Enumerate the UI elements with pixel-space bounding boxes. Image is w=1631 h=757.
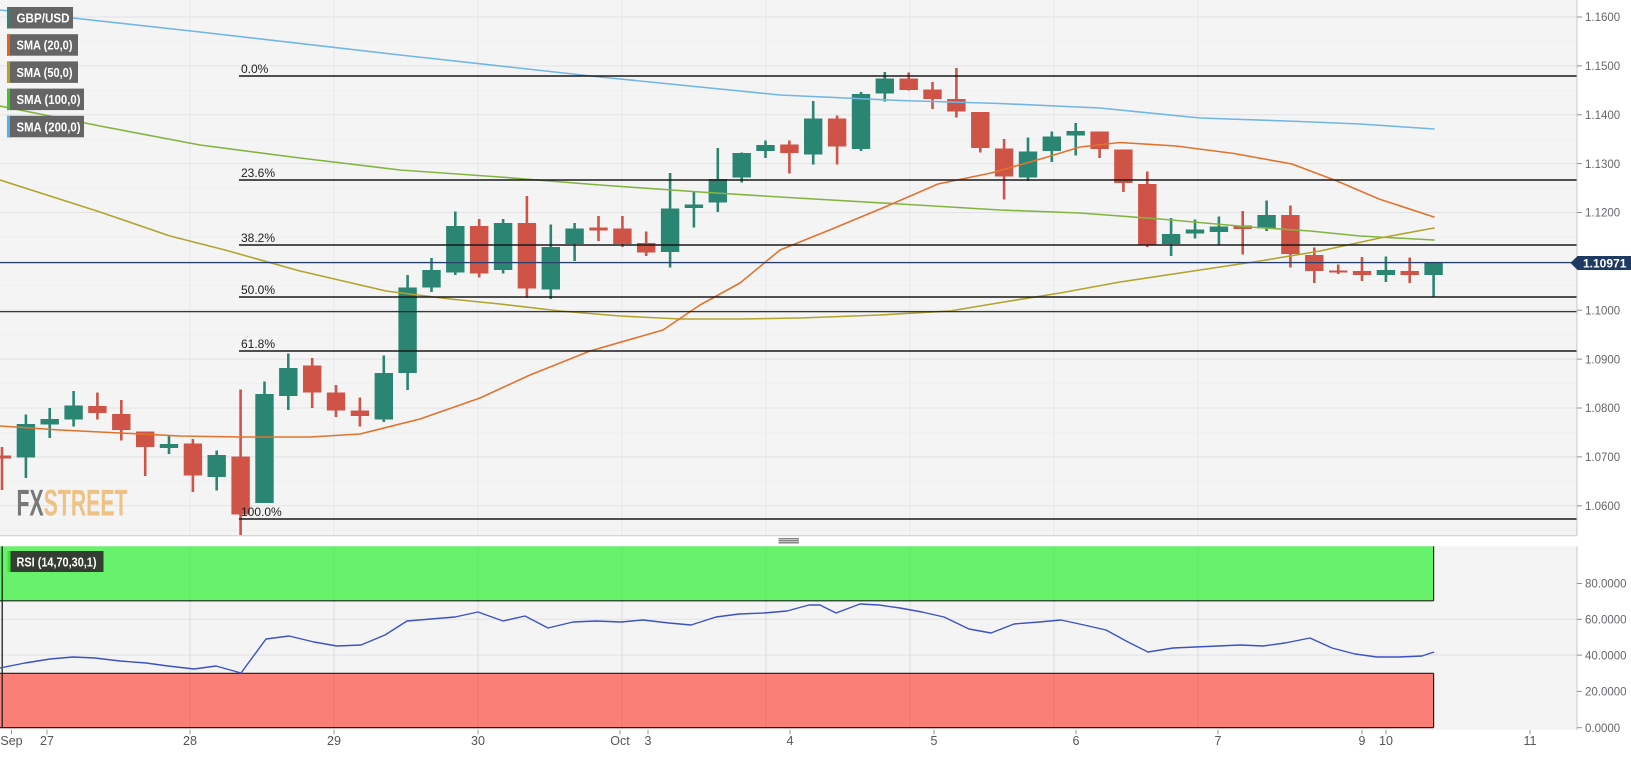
svg-text:5: 5 (931, 734, 938, 748)
svg-text:1.1300: 1.1300 (1585, 159, 1620, 171)
svg-text:28: 28 (183, 734, 197, 748)
svg-text:6: 6 (1073, 734, 1080, 748)
svg-text:30: 30 (471, 734, 485, 748)
svg-text:1.1600: 1.1600 (1585, 12, 1620, 24)
svg-text:50.0%: 50.0% (241, 283, 275, 297)
svg-text:0.0%: 0.0% (241, 62, 269, 76)
svg-text:1.0800: 1.0800 (1585, 403, 1620, 415)
svg-text:3: 3 (645, 734, 652, 748)
svg-text:29: 29 (327, 734, 341, 748)
svg-text:SMA (20,0): SMA (20,0) (17, 38, 73, 53)
svg-text:Oct: Oct (610, 734, 630, 748)
svg-text:SMA (100,0): SMA (100,0) (17, 92, 81, 107)
svg-text:1.0600: 1.0600 (1585, 501, 1620, 513)
svg-text:4: 4 (787, 734, 794, 748)
svg-text:38.2%: 38.2% (241, 231, 275, 245)
svg-text:80.0000: 80.0000 (1585, 579, 1627, 591)
svg-text:FXSTREET: FXSTREET (17, 483, 128, 524)
svg-text:7: 7 (1215, 734, 1222, 748)
svg-text:10: 10 (1379, 734, 1393, 748)
svg-text:60.0000: 60.0000 (1585, 615, 1627, 627)
svg-text:1.10971: 1.10971 (1583, 257, 1627, 271)
svg-text:20.0000: 20.0000 (1585, 687, 1627, 699)
svg-text:11: 11 (1524, 734, 1537, 748)
svg-text:9: 9 (1359, 734, 1366, 748)
svg-text:1.0700: 1.0700 (1585, 452, 1620, 464)
svg-text:1.0900: 1.0900 (1585, 354, 1620, 366)
svg-text:40.0000: 40.0000 (1585, 650, 1627, 662)
svg-text:SMA (200,0): SMA (200,0) (17, 119, 81, 134)
svg-text:1.1200: 1.1200 (1585, 208, 1620, 220)
svg-text:1.1400: 1.1400 (1585, 110, 1620, 122)
svg-text:23.6%: 23.6% (241, 166, 275, 180)
svg-text:61.8%: 61.8% (241, 337, 275, 351)
svg-text:1.1000: 1.1000 (1585, 305, 1620, 317)
svg-text:Sep: Sep (0, 734, 22, 748)
svg-text:GBP/USD: GBP/USD (17, 11, 70, 26)
svg-text:27: 27 (40, 734, 54, 748)
svg-text:100.0%: 100.0% (241, 505, 282, 519)
svg-text:RSI (14,70,30,1): RSI (14,70,30,1) (17, 556, 97, 570)
svg-text:SMA (50,0): SMA (50,0) (17, 65, 73, 80)
svg-text:1.1500: 1.1500 (1585, 61, 1620, 73)
svg-text:0.0000: 0.0000 (1585, 723, 1620, 735)
